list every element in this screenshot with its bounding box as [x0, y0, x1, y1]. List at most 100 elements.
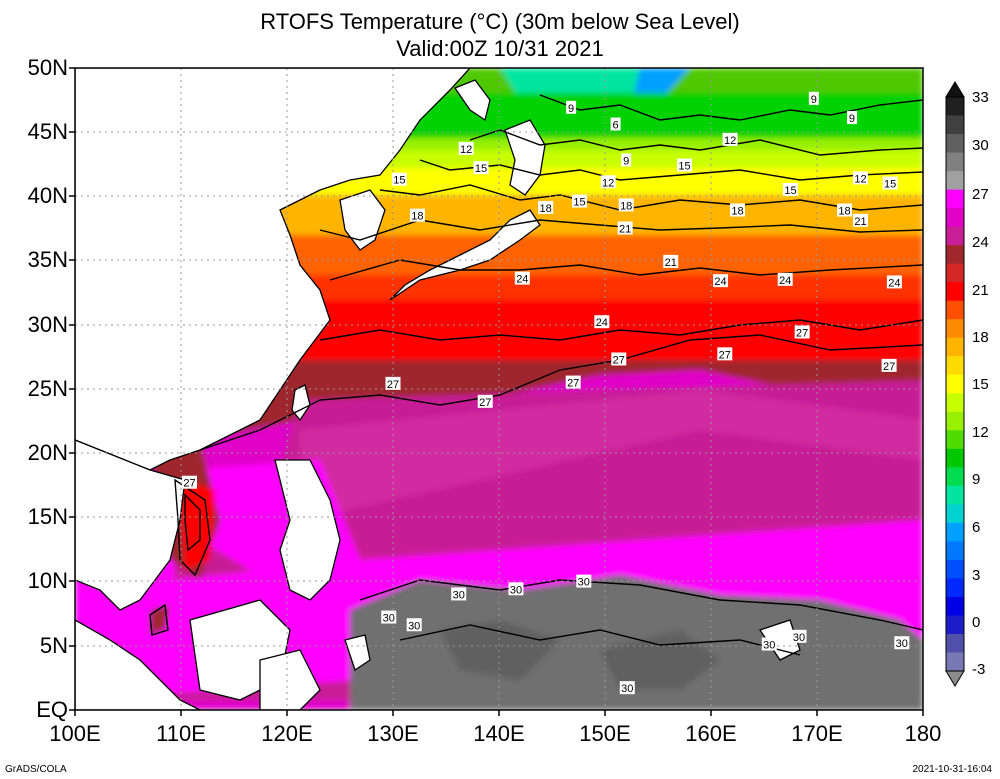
colorbar-segment: [946, 522, 964, 542]
colorbar-segment: [946, 152, 964, 172]
contour-label: 30: [793, 632, 805, 644]
map-title: RTOFS Temperature (°C) (30m below Sea Le…: [260, 9, 740, 34]
contour-label: 24: [888, 277, 900, 289]
contour-label: 30: [383, 613, 395, 625]
lon-label: 180: [904, 721, 942, 746]
colorbar-label: 6: [972, 519, 981, 536]
contour-label-box: [713, 274, 729, 288]
contour-label-box: [808, 91, 819, 105]
contour-label: 27: [796, 328, 808, 340]
contour-label: 27: [479, 397, 491, 409]
colorbar-segment: [946, 615, 964, 635]
contour-label-box: [882, 176, 898, 190]
contour-label-box: [181, 475, 197, 489]
contour-label-box: [477, 394, 493, 408]
colorbar-segment: [946, 541, 964, 561]
contour-label-box: [886, 275, 902, 289]
lon-label: 170E: [791, 721, 843, 746]
contour-label: 18: [731, 206, 743, 218]
colorbar-segment: [946, 208, 964, 228]
contour-label: 30: [763, 640, 775, 652]
contour-label: 6: [613, 119, 619, 131]
colorbar-label: 3: [972, 567, 981, 584]
colorbar-label: 21: [972, 282, 989, 299]
contour-label-box: [846, 111, 857, 125]
contour-label: 12: [602, 177, 614, 189]
colorbar-label: 0: [972, 614, 981, 631]
contour-label: 21: [665, 257, 677, 269]
contour-label: 9: [623, 155, 629, 167]
contour-label-box: [618, 198, 634, 212]
contour-label: 12: [854, 173, 866, 185]
lat-label: 40N: [27, 183, 68, 208]
contour-label-box: [576, 574, 592, 588]
lat-label: 50N: [27, 55, 68, 80]
contour-label-box: [621, 153, 632, 167]
lon-label: 140E: [473, 721, 525, 746]
contour-label-box: [566, 100, 577, 114]
contour-label-box: [538, 200, 554, 214]
contour-label-box: [385, 376, 401, 390]
lat-label: 15N: [27, 504, 68, 529]
colorbar-segment: [946, 559, 964, 579]
colorbar-segment: [946, 430, 964, 450]
contour-label: 12: [460, 144, 472, 156]
contour-label-box: [619, 681, 635, 695]
colorbar-segment: [946, 356, 964, 376]
colorbar-segment: [946, 115, 964, 135]
contour-label: 15: [393, 175, 405, 187]
colorbar-segment: [946, 245, 964, 265]
colorbar-segment: [946, 226, 964, 246]
lat-lon-grid: [75, 68, 923, 710]
contour-label: 9: [568, 103, 574, 115]
contour-label-box: [894, 636, 910, 650]
colorbar-label: 9: [972, 471, 981, 488]
contour-label-box: [565, 375, 581, 389]
contour-label: 15: [475, 163, 487, 175]
contour-label: 21: [854, 216, 866, 228]
colorbar: [945, 81, 965, 687]
contour-label: 9: [811, 94, 817, 106]
contour-label-box: [677, 158, 692, 172]
contour-label-box: [508, 582, 524, 596]
colorbar-label: 27: [972, 186, 989, 203]
colorbar-segment: [946, 652, 964, 672]
contour-label-box: [617, 221, 633, 235]
lon-label: 100E: [49, 721, 101, 746]
lon-label: 120E: [261, 721, 313, 746]
contour-label: 15: [573, 197, 585, 209]
colorbar-label: 12: [972, 424, 989, 441]
colorbar-segment: [946, 134, 964, 154]
contour-label: 9: [849, 113, 855, 125]
contour-label: 21: [619, 224, 631, 236]
lat-label: 30N: [27, 312, 68, 337]
colorbar-segment: [946, 300, 964, 320]
contour-label-box: [406, 618, 422, 632]
colorbar-segment: [946, 393, 964, 413]
contour-label: 30: [408, 620, 420, 632]
contour-label-box: [451, 587, 467, 601]
contour-label: 27: [613, 354, 625, 366]
lon-label: 110E: [156, 721, 206, 746]
contour-label: 30: [621, 683, 633, 695]
colorbar-segment: [946, 504, 964, 524]
land-masses: [75, 68, 801, 710]
colorbar-label: -3: [972, 661, 986, 678]
colorbar-label: 33: [972, 89, 989, 106]
contour-label-box: [663, 254, 679, 268]
contour-label: 18: [540, 203, 552, 215]
contour-label-box: [717, 347, 733, 361]
contour-label: 24: [516, 274, 528, 286]
colorbar-segment: [946, 485, 964, 505]
contour-label-box: [594, 315, 610, 329]
contour-label: 24: [714, 276, 726, 288]
contour-label: 18: [838, 206, 850, 218]
contour-label-box: [852, 171, 868, 185]
contour-label-box: [600, 175, 616, 189]
contour-label-box: [381, 610, 397, 624]
contour-label-box: [409, 208, 425, 222]
contour-label: 30: [896, 638, 908, 650]
contour-label-box: [610, 117, 621, 131]
lat-label: EQ: [36, 697, 68, 722]
contour-label: 24: [596, 317, 608, 329]
